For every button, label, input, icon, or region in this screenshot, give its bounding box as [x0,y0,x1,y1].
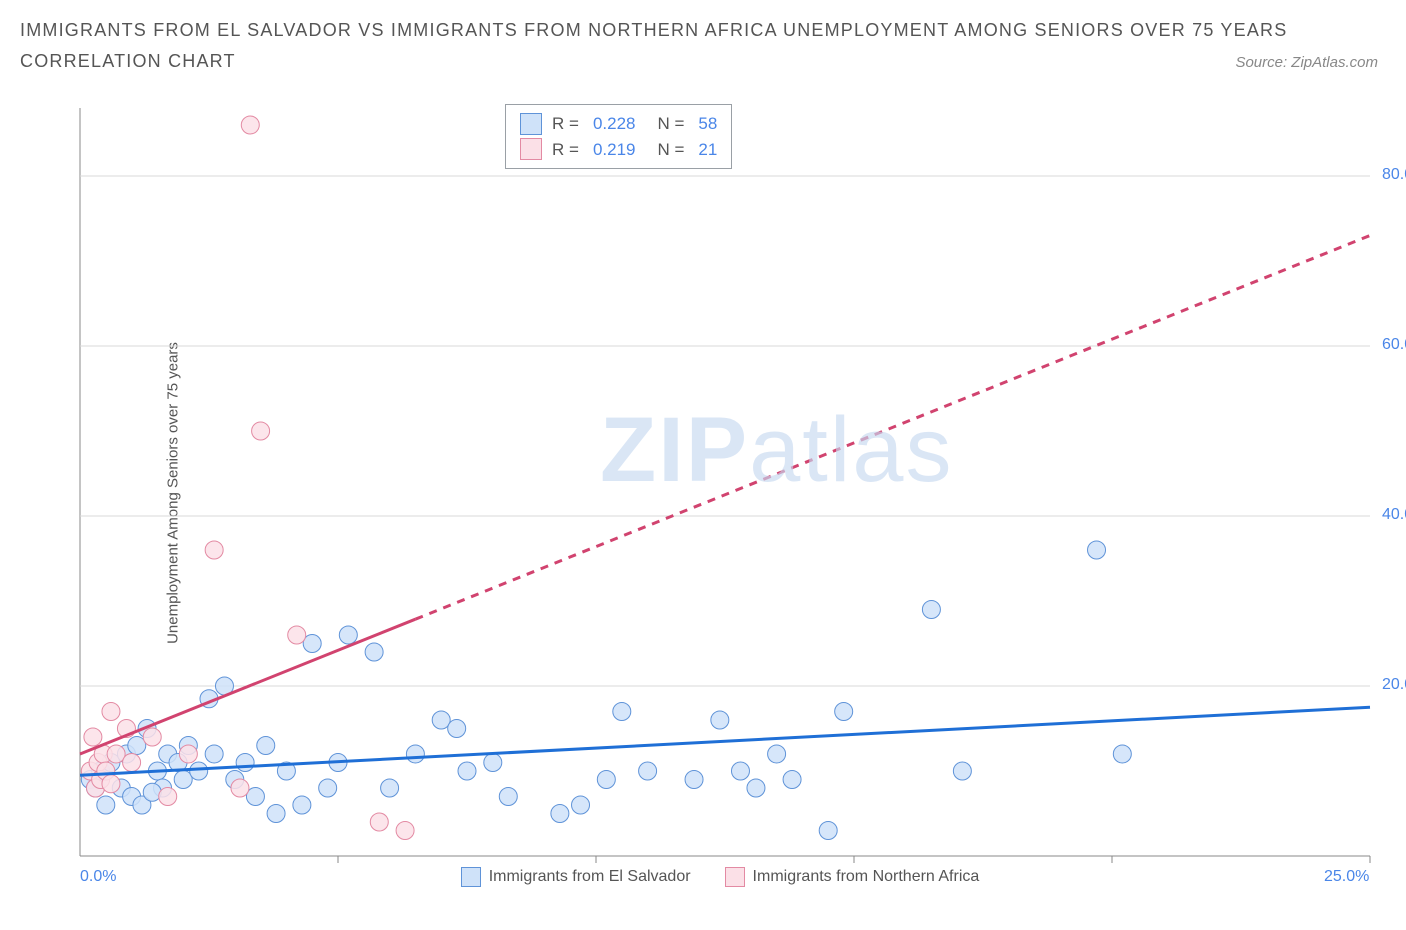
chart-container: Unemployment Among Seniors over 75 years… [60,98,1380,888]
y-tick-label: 80.0% [1382,166,1406,184]
legend-swatch [461,867,481,887]
legend-row: R = 0.219 N = 21 [520,137,717,163]
legend-swatch [725,867,745,887]
legend-n-label: N = [657,111,684,137]
legend-label: Immigrants from El Salvador [489,868,691,886]
legend-n-value: 58 [698,111,717,137]
legend-r-value: 0.219 [593,137,636,163]
source-attribution: Source: ZipAtlas.com [1235,54,1378,71]
legend-label: Immigrants from Northern Africa [753,868,980,886]
legend-item: Immigrants from El Salvador [461,867,691,887]
y-tick-label: 20.0% [1382,676,1406,694]
legend-row: R = 0.228 N = 58 [520,111,717,137]
page-subtitle: CORRELATION CHART [20,51,1386,72]
y-tick-label: 60.0% [1382,336,1406,354]
legend-n-value: 21 [698,137,717,163]
correlation-legend: R = 0.228 N = 58 R = 0.219 N = 21 [505,104,732,169]
legend-r-value: 0.228 [593,111,636,137]
legend-r-label: R = [552,111,579,137]
legend-swatch [520,138,542,160]
legend-item: Immigrants from Northern Africa [725,867,980,887]
page-title: IMMIGRANTS FROM EL SALVADOR VS IMMIGRANT… [20,18,1386,43]
legend-r-label: R = [552,137,579,163]
y-tick-label: 40.0% [1382,506,1406,524]
series-legend: Immigrants from El Salvador Immigrants fr… [60,864,1380,890]
legend-swatch [520,113,542,135]
scatter-plot [80,108,1370,856]
legend-n-label: N = [657,137,684,163]
